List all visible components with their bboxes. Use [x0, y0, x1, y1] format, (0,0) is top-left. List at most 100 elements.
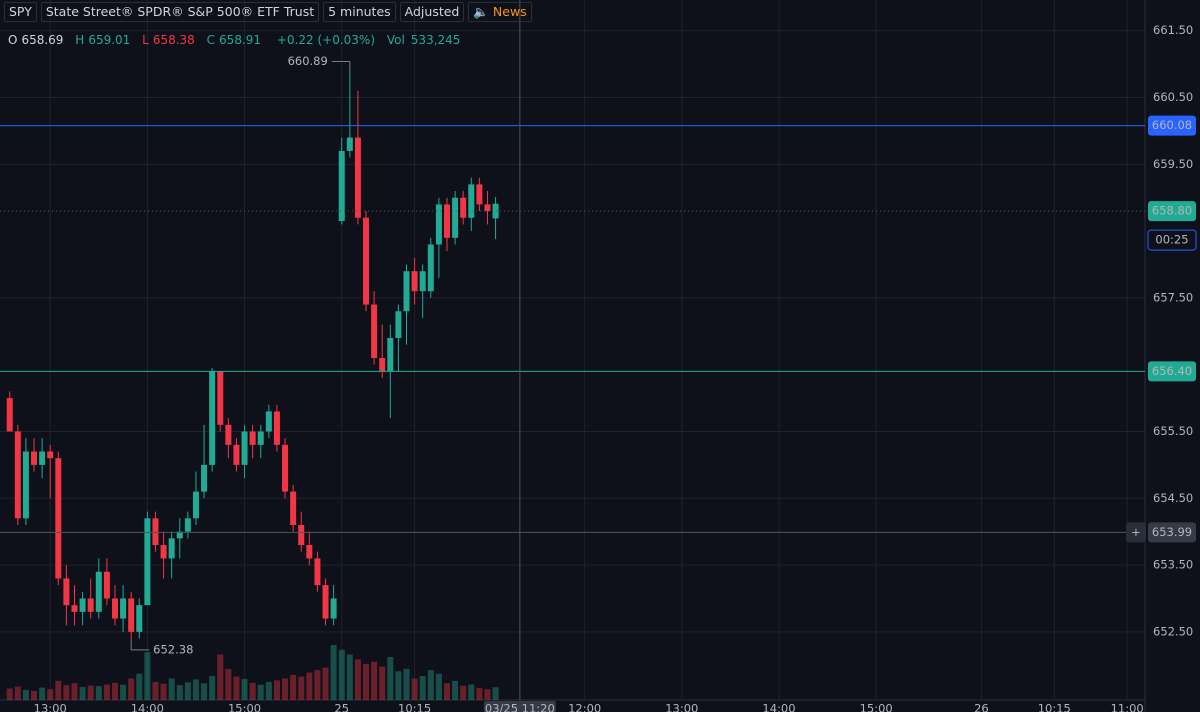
volume-bar [55, 680, 62, 700]
instrument-name: State Street® SPDR® S&P 500® ETF Trust [40, 2, 320, 22]
candle-body [265, 411, 272, 432]
candle-body [79, 598, 86, 612]
candle-body [160, 545, 167, 559]
volume-bar [47, 689, 54, 700]
volume-bar [22, 689, 29, 700]
volume-bar [346, 654, 353, 700]
candle-body [338, 150, 345, 222]
candle-body [419, 271, 426, 292]
volume-bar [201, 683, 208, 700]
candle-body [22, 451, 29, 519]
volume-bar [6, 688, 13, 700]
adjustment[interactable]: Adjusted [399, 2, 465, 22]
candle-body [322, 585, 329, 619]
x-tick-label: 26 [974, 702, 989, 712]
candle-body [111, 598, 118, 619]
x-tick-label: 13:00 [665, 702, 698, 712]
y-tick-label: 661.50 [1153, 23, 1193, 37]
volume-bar [411, 678, 418, 700]
low-key: L [142, 33, 149, 47]
candle-body [282, 444, 289, 492]
volume-bar [249, 682, 256, 700]
volume-bar [192, 679, 199, 700]
add-button[interactable] [1126, 522, 1146, 543]
volume-bar [476, 688, 483, 700]
x-tick-label: 10:15 [1038, 702, 1071, 712]
candle-body [144, 518, 151, 606]
x-tick-label: 15:00 [860, 702, 893, 712]
candle-body [363, 217, 370, 305]
candle-body [241, 431, 248, 465]
candle-body [249, 431, 256, 445]
candle-body [103, 571, 110, 599]
candle-body [354, 137, 361, 218]
volume-bar [144, 652, 151, 700]
candle-body [47, 451, 54, 459]
candle-body [95, 571, 102, 612]
last-price-label: 658.80 [1152, 204, 1192, 218]
change: +0.22 (+0.03%) [276, 33, 376, 47]
crosshair-time-badge [483, 701, 556, 712]
candle-body [14, 431, 21, 519]
candle-body [71, 605, 78, 612]
candle-body [290, 491, 297, 525]
volume-bar [168, 678, 175, 700]
candle-body [476, 184, 483, 205]
header: SPY State Street® SPDR® S&P 500® ETF Tru… [4, 2, 532, 22]
candle-body [427, 244, 434, 292]
candle-body [225, 424, 232, 445]
candle-body [201, 464, 208, 492]
y-tick-label: 660.50 [1153, 90, 1193, 104]
high-annotation: 660.89 [288, 54, 328, 68]
volume-bar [443, 683, 450, 700]
volume-bar [322, 667, 329, 700]
candle-body [120, 598, 127, 619]
last-price-badge [1148, 201, 1196, 222]
candle-body [209, 371, 216, 465]
y-tick-label: 653.50 [1153, 558, 1193, 572]
volume-bar [120, 684, 127, 700]
volume-bar [419, 676, 426, 700]
volume-bar [87, 685, 94, 700]
x-tick-label: 10:15 [398, 702, 431, 712]
crosshair-price: 653.99 [1152, 525, 1192, 539]
x-tick-label: 14:00 [131, 702, 164, 712]
volume-bar [282, 678, 289, 700]
volume-bar [176, 685, 183, 700]
volume-bar [314, 670, 321, 700]
volume-bar [152, 681, 159, 700]
interval[interactable]: 5 minutes [323, 2, 396, 22]
annotation-leader [331, 60, 351, 72]
candle-body [168, 538, 175, 559]
candle-body [468, 184, 475, 218]
candle-body [484, 204, 491, 212]
candle-body [371, 304, 378, 359]
symbol[interactable]: SPY [4, 2, 37, 22]
volume-bar [63, 685, 70, 700]
volume-bar [111, 682, 118, 700]
open-value: 658.69 [21, 33, 64, 47]
news[interactable]: 🔈 News [468, 2, 532, 22]
high-key: H [75, 33, 85, 47]
close-value: 658.91 [219, 33, 262, 47]
candle-body [257, 431, 264, 445]
volume-bar [427, 670, 434, 700]
close-key: C [206, 33, 216, 47]
volume-bar [330, 645, 337, 700]
x-tick-label: 25 [334, 702, 349, 712]
y-tick-label: 655.50 [1153, 424, 1193, 438]
candle-body [306, 545, 313, 559]
low-annotation: 652.38 [153, 642, 193, 656]
candle-body [63, 578, 70, 606]
volume-bar [160, 683, 167, 700]
volume-bar [95, 686, 102, 700]
candle-body [403, 271, 410, 312]
x-tick-label: 14:00 [762, 702, 795, 712]
candle-body [395, 311, 402, 338]
candle-body [192, 491, 199, 519]
candle-body [379, 358, 386, 372]
news-label: News [492, 4, 527, 19]
volume-bar [225, 668, 232, 700]
volume-bar [435, 673, 442, 700]
